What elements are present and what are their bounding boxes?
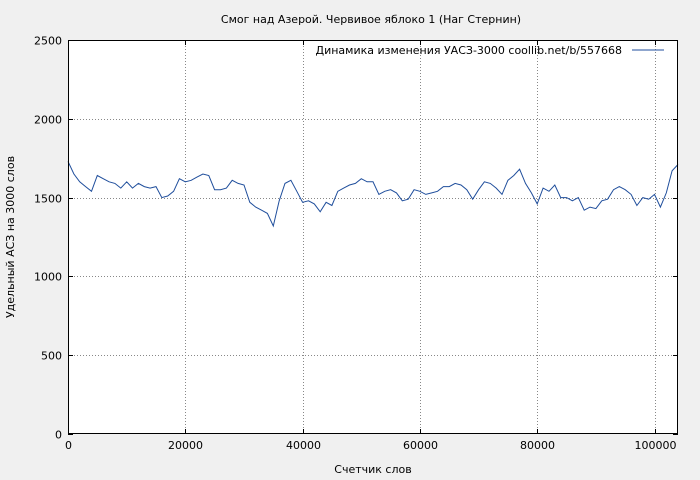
plot-area bbox=[68, 40, 678, 434]
y-tick-label: 1000 bbox=[34, 271, 62, 284]
series-line bbox=[67, 161, 679, 228]
x-tick-label: 80000 bbox=[520, 439, 555, 452]
legend-label: Динамика изменения УАСЗ-3000 coollib.net… bbox=[316, 44, 623, 57]
y-tick-label: 2000 bbox=[34, 114, 62, 127]
x-tick-label: 0 bbox=[65, 439, 72, 452]
x-tick-label: 100000 bbox=[635, 439, 677, 452]
x-axis-label: Счетчик слов bbox=[334, 463, 411, 476]
y-tick-label: 2500 bbox=[34, 35, 62, 48]
legend: Динамика изменения УАСЗ-3000 coollib.net… bbox=[316, 44, 664, 57]
x-tick-label: 40000 bbox=[286, 439, 321, 452]
plot-frame bbox=[68, 40, 678, 434]
y-tick-label: 500 bbox=[41, 350, 62, 363]
x-tick-label: 20000 bbox=[168, 439, 203, 452]
y-tick-label: 0 bbox=[55, 429, 62, 442]
axis-ticks: 0 20000 40000 60000 80000 100000 0 500 1000 1500 2… bbox=[34, 35, 678, 452]
y-axis-label: Удельный АСЗ на 3000 слов bbox=[4, 156, 17, 318]
x-tick-label: 60000 bbox=[403, 439, 438, 452]
y-tick-label: 1500 bbox=[34, 193, 62, 206]
chart-title: Смог над Азерой. Червивое яблоко 1 (Наг … bbox=[221, 13, 521, 26]
